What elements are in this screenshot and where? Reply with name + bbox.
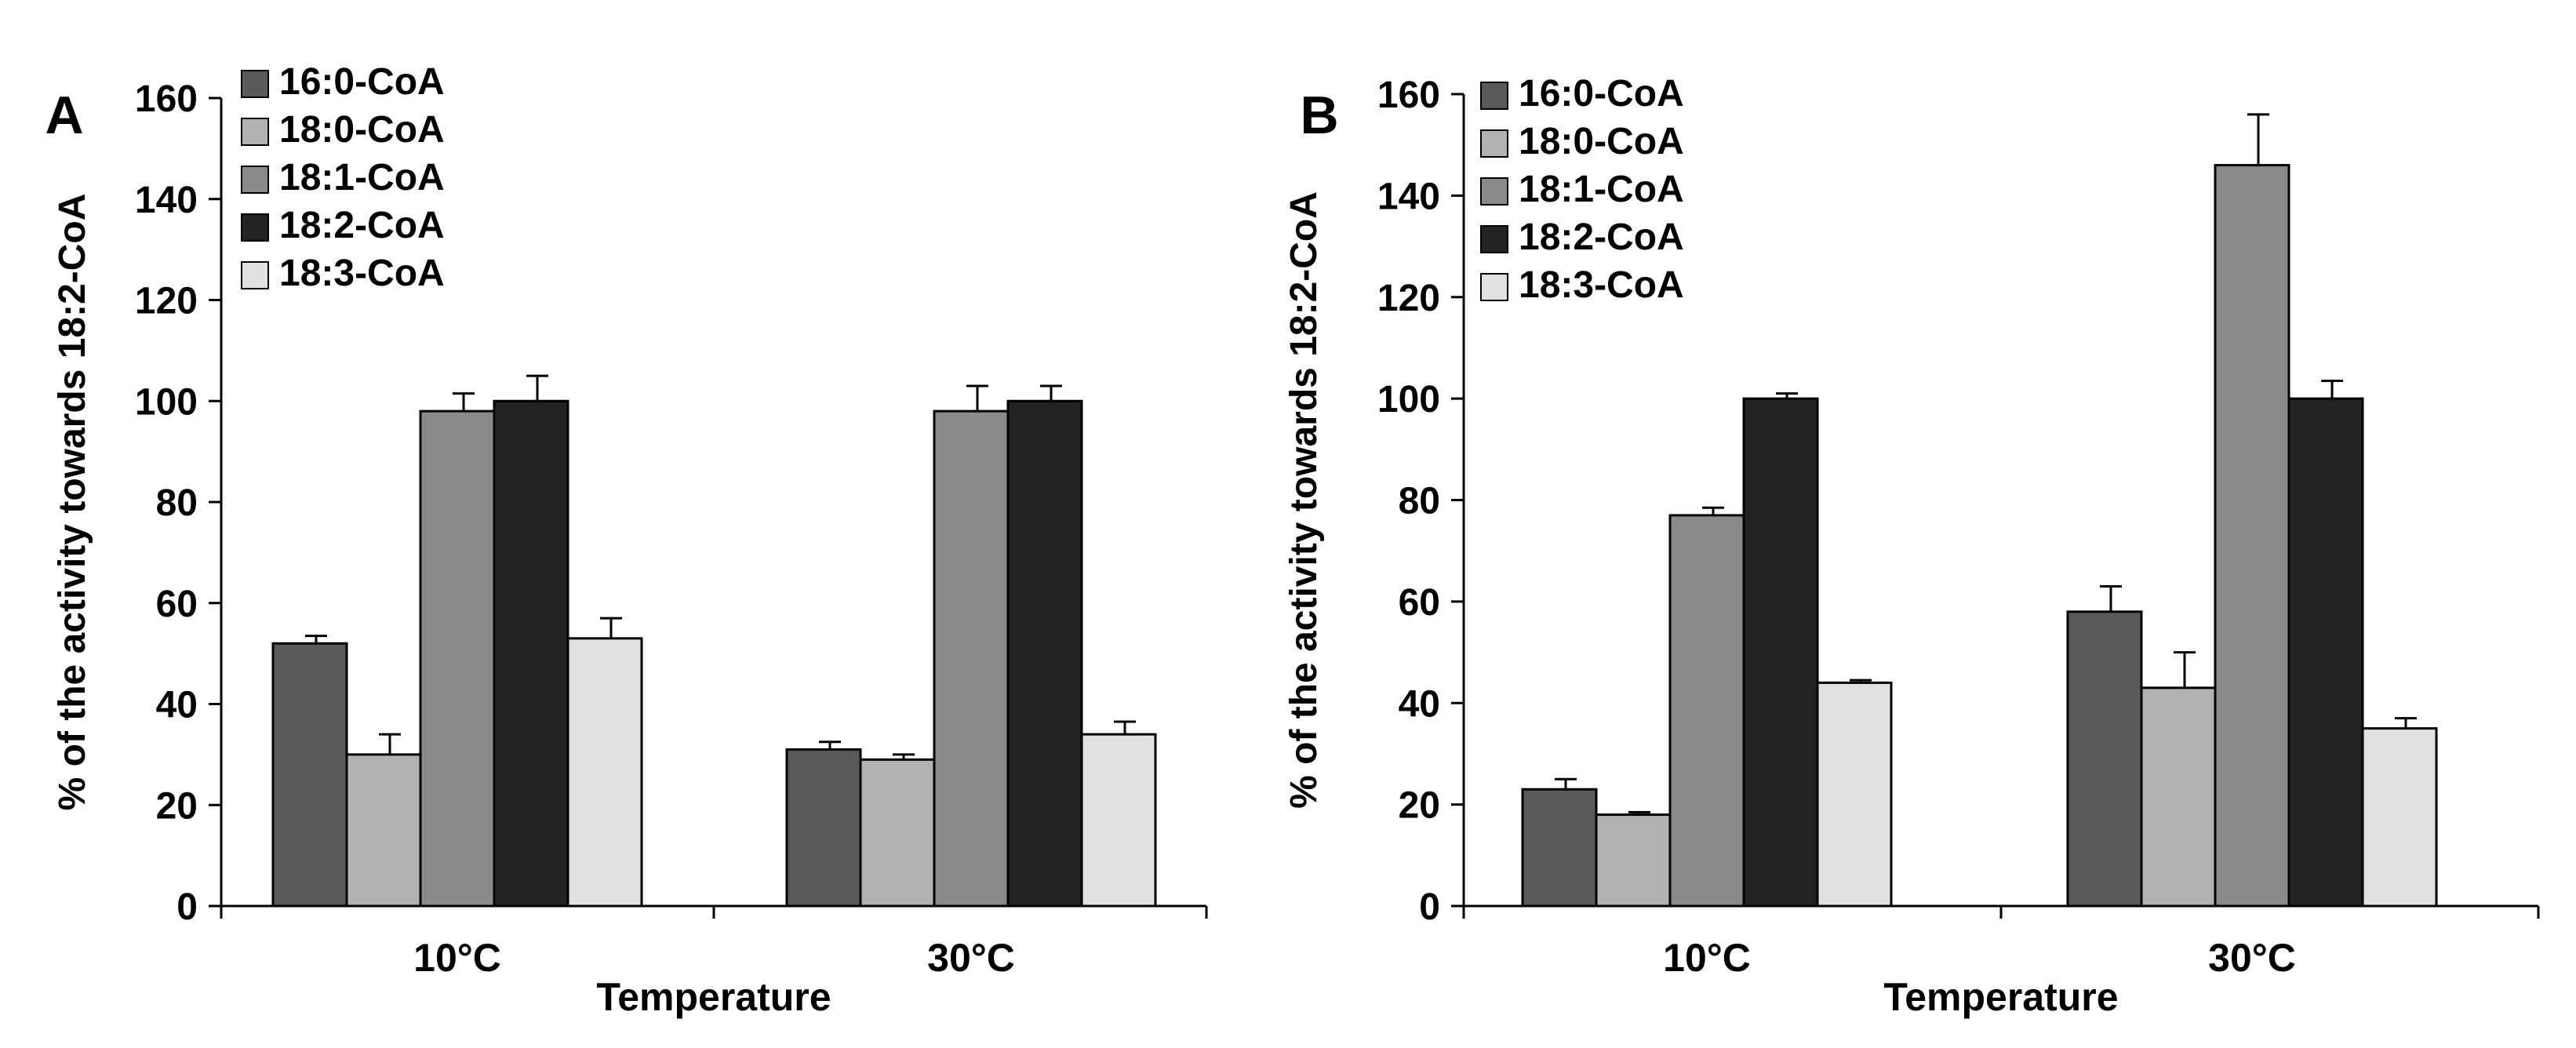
y-tick-label: 0 [1419, 886, 1440, 928]
legend-swatch [1480, 82, 1508, 110]
legend-label: 18:3-CoA [1519, 264, 1684, 306]
y-tick-label: 60 [156, 584, 198, 625]
bar-18-1-coa-cat2 [933, 409, 1010, 908]
y-tick-label: 40 [156, 685, 198, 726]
y-tick-label: 20 [1399, 785, 1440, 827]
bar-18-3-coa-cat2 [1080, 733, 1157, 908]
legend-label: 18:0-CoA [1519, 121, 1684, 162]
x-tick-label: 10°C [413, 936, 501, 980]
bar-18-3-coa-cat1 [1816, 681, 1893, 908]
bar-18-2-coa-cat2 [2287, 397, 2364, 908]
bar-16-0-coa-cat1 [271, 642, 348, 908]
legend-label: 18:0-CoA [279, 109, 445, 151]
legend-swatch [241, 166, 269, 194]
y-tick-label: 140 [135, 180, 198, 221]
bar-16-0-coa-cat2 [785, 748, 862, 908]
y-tick-label: 160 [135, 78, 198, 120]
y-tick-label: 140 [1377, 176, 1440, 217]
legend-swatch [1480, 129, 1508, 158]
y-tick-label: 100 [135, 381, 198, 423]
y-axis-title: % of the activity towards 18:2-CoA [1283, 191, 1325, 809]
bar-18-1-coa-cat1 [419, 409, 496, 908]
y-tick-label: 60 [1399, 582, 1440, 624]
bar-18-0-coa-cat2 [859, 758, 936, 908]
bar-18-0-coa-cat1 [1595, 813, 1672, 908]
bar-16-0-coa-cat1 [1521, 788, 1598, 908]
legend-swatch [241, 213, 269, 242]
bar-18-1-coa-cat2 [2214, 164, 2290, 908]
x-axis-title: Temperature [596, 975, 831, 1019]
y-tick-label: 120 [1377, 278, 1440, 319]
legend-label: 16:0-CoA [1519, 73, 1684, 115]
y-tick-label: 100 [1377, 379, 1440, 420]
bar-18-2-coa-cat1 [493, 399, 569, 908]
chart-panel-b: B 0 20 40 60 80 100 120 140 160 10°C 30°C Temperatur… [1255, 0, 2543, 1048]
legend-label: 18:1-CoA [279, 157, 445, 198]
bar-chart-a: A 0 20 40 60 80 100 120 140 160 10°C 30°C Temperatur… [45, 61, 1208, 1019]
bar-chart-b: B 0 20 40 60 80 100 120 140 160 10°C 30°C Temperatur… [1283, 73, 2540, 1019]
legend-swatch [241, 70, 269, 98]
bar-16-0-coa-cat2 [2066, 610, 2143, 908]
bar-18-3-coa-cat2 [2361, 727, 2438, 908]
x-axis-title: Temperature [1883, 975, 2118, 1019]
panel-label: B [1300, 86, 1338, 145]
bar-18-0-coa-cat2 [2140, 686, 2217, 908]
chart-panel-a: A 0 20 40 60 80 100 120 140 160 10°C 30°C Temperatur… [45, 61, 1208, 1019]
legend-label: 18:2-CoA [279, 205, 445, 246]
bar-18-2-coa-cat1 [1742, 397, 1819, 908]
y-tick-label: 160 [1377, 75, 1440, 116]
legend-label: 18:1-CoA [1519, 169, 1684, 210]
x-tick-label: 30°C [2208, 936, 2296, 980]
y-tick-label: 40 [1399, 683, 1440, 725]
bar-18-3-coa-cat1 [566, 637, 643, 908]
legend-swatch [1480, 177, 1508, 206]
legend-swatch [241, 261, 269, 289]
y-tick-label: 80 [156, 482, 198, 524]
y-tick-label: 80 [1399, 481, 1440, 522]
legend-swatch [1480, 273, 1508, 301]
legend-swatch [1480, 225, 1508, 253]
legend-label: 18:2-CoA [1519, 217, 1684, 258]
panel-label: A [45, 86, 83, 145]
bar-18-2-coa-cat2 [1006, 399, 1083, 908]
bar-18-1-coa-cat1 [1668, 514, 1745, 908]
legend-label: 16:0-CoA [279, 61, 445, 103]
y-tick-label: 20 [156, 785, 198, 827]
legend-swatch [241, 118, 269, 146]
x-tick-label: 10°C [1663, 936, 1751, 980]
x-tick-label: 30°C [927, 936, 1015, 980]
y-tick-label: 0 [176, 886, 198, 928]
y-tick-label: 120 [135, 281, 198, 322]
y-axis-title: % of the activity towards 18:2-CoA [52, 194, 93, 811]
bar-18-0-coa-cat1 [345, 753, 422, 908]
legend-label: 18:3-CoA [279, 253, 445, 294]
